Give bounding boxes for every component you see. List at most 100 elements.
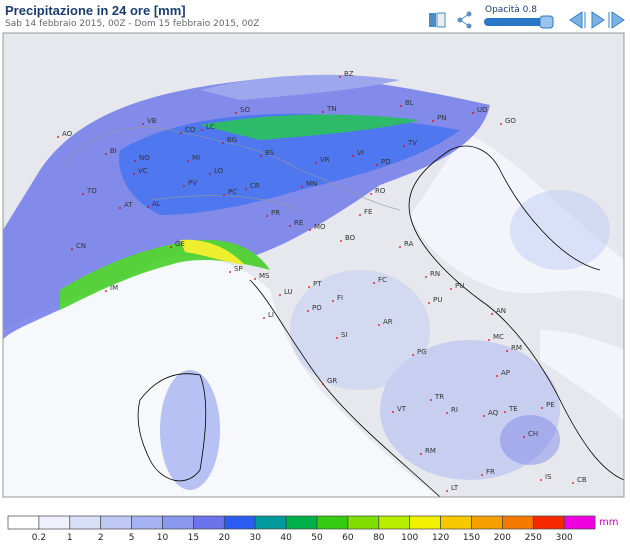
legend-label: 80 — [373, 533, 385, 543]
city-label: VT — [397, 405, 407, 413]
city-dot — [201, 129, 203, 131]
legend-label: 200 — [494, 533, 511, 543]
legend-swatch — [100, 515, 132, 530]
legend-swatch — [131, 515, 163, 530]
city-dot — [170, 246, 172, 248]
city-dot — [378, 324, 380, 326]
legend-swatch — [347, 515, 380, 530]
legend-label: 50 — [311, 533, 323, 543]
city-dot — [483, 415, 485, 417]
city-dot — [336, 337, 338, 339]
legend-label: 30 — [249, 533, 261, 543]
city-label: GO — [505, 117, 516, 125]
city-label: IM — [110, 284, 118, 292]
city-dot — [142, 123, 144, 125]
next-button[interactable] — [591, 11, 605, 29]
city-label: AN — [496, 307, 506, 315]
city-label: VC — [138, 167, 148, 175]
legend-label: 60 — [342, 533, 354, 543]
city-dot — [481, 474, 483, 476]
city-dot — [359, 214, 361, 216]
legend-swatch — [162, 515, 194, 530]
city-label: LO — [214, 167, 224, 175]
city-label: AL — [152, 200, 161, 208]
legend-swatch — [471, 515, 503, 530]
city-dot — [309, 229, 311, 231]
city-label: PR — [271, 209, 280, 217]
city-label: MC — [493, 333, 504, 341]
toolbar — [429, 11, 625, 29]
city-label: BG — [227, 136, 237, 144]
city-dot — [71, 248, 73, 250]
city-label: RI — [451, 406, 458, 414]
legend-label: 10 — [157, 533, 169, 543]
city-dot — [446, 490, 448, 492]
city-dot — [541, 407, 543, 409]
prev-button[interactable] — [569, 11, 586, 29]
city-label: SI — [341, 331, 348, 339]
city-label: AR — [383, 318, 393, 326]
book-icon-page — [436, 12, 446, 28]
city-label: CB — [577, 476, 587, 484]
legend-label: 20 — [219, 533, 231, 543]
last-button[interactable] — [608, 11, 625, 29]
opacity-label: Opacità 0.8 — [485, 5, 537, 15]
city-label: VB — [147, 117, 157, 125]
legend-label: 150 — [463, 533, 480, 543]
city-label: FE — [364, 208, 372, 216]
city-label: RM — [425, 447, 436, 455]
legend-label: 0.2 — [32, 533, 46, 543]
city-dot — [308, 286, 310, 288]
city-label: PG — [417, 348, 427, 356]
city-label: LT — [451, 484, 459, 492]
city-dot — [340, 240, 342, 242]
city-dot — [263, 317, 265, 319]
city-dot — [260, 155, 262, 157]
city-label: AP — [501, 369, 510, 377]
city-dot — [315, 162, 317, 164]
city-label: MN — [306, 180, 317, 188]
city-label: MS — [259, 272, 270, 280]
opacity-slider[interactable] — [484, 18, 553, 26]
legend-swatch — [223, 515, 256, 530]
legend-label: 250 — [525, 533, 542, 543]
city-label: LI — [268, 311, 274, 319]
city-label: RO — [375, 187, 386, 195]
slider-handle[interactable] — [539, 15, 554, 29]
legend-label: 5 — [129, 533, 135, 543]
city-label: MO — [314, 223, 326, 231]
legend-swatch — [316, 515, 349, 530]
city-dot — [491, 313, 493, 315]
city-label: PE — [546, 401, 555, 409]
city-dot — [425, 276, 427, 278]
city-dot — [540, 479, 542, 481]
city-dot — [301, 186, 303, 188]
legend-label: 40 — [280, 533, 292, 543]
book-icon[interactable] — [429, 13, 436, 27]
legend-swatch — [563, 515, 596, 530]
city-dot — [430, 399, 432, 401]
legend-label: 300 — [556, 533, 573, 543]
legend-label: 1 — [67, 533, 73, 543]
city-dot — [289, 225, 291, 227]
city-label: PV — [188, 179, 197, 187]
city-dot — [235, 112, 237, 114]
city-label: IS — [545, 473, 552, 481]
title: Precipitazione in 24 ore [mm] — [5, 3, 186, 18]
legend-swatch — [502, 515, 534, 530]
city-dot — [523, 436, 525, 438]
city-dot — [222, 142, 224, 144]
city-dot — [82, 193, 84, 195]
share-icon[interactable] — [457, 11, 472, 29]
city-label: FC — [378, 276, 387, 284]
legend-swatch — [409, 515, 441, 530]
city-dot — [400, 105, 402, 107]
city-dot — [428, 302, 430, 304]
legend-label: 100 — [401, 533, 418, 543]
city-dot — [229, 271, 231, 273]
city-dot — [370, 193, 372, 195]
city-label: FI — [337, 294, 343, 302]
legend-swatch — [378, 515, 411, 530]
city-label: TV — [407, 139, 417, 147]
